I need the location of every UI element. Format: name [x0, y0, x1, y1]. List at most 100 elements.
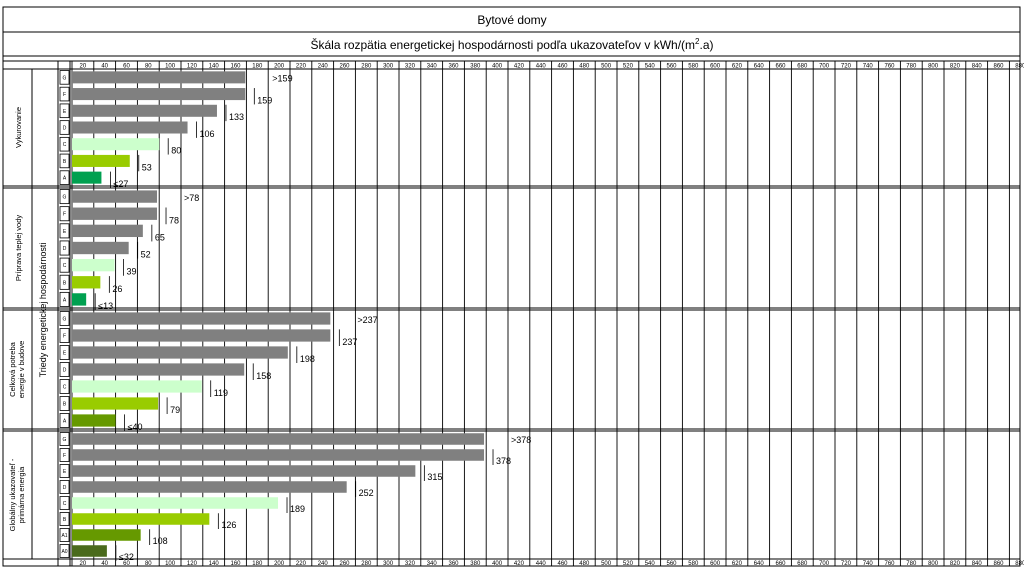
- x-tick-bottom-840: 840: [972, 561, 983, 567]
- class-letter-3-A0: A0: [61, 549, 67, 555]
- labels-layer: Vykurovanie G >159 F 159 E 133 D 106 C 80 B 53 A ≤27 Pr…: [8, 74, 531, 562]
- x-tick-bottom-440: 440: [536, 561, 547, 567]
- x-tick-bottom-640: 640: [754, 561, 765, 567]
- bar-0-E: [72, 104, 217, 117]
- x-tick-bottom-860: 860: [993, 561, 1004, 567]
- x-tick-bottom-100: 100: [165, 561, 176, 567]
- x-tick-top-840: 840: [972, 64, 983, 70]
- x-tick-top-460: 460: [557, 64, 568, 70]
- x-tick-top-80: 80: [145, 64, 152, 70]
- x-tick-top-60: 60: [123, 64, 130, 70]
- x-tick-bottom-520: 520: [623, 561, 634, 567]
- x-tick-bottom-600: 600: [710, 561, 721, 567]
- class-letter-3-C: C: [63, 501, 67, 507]
- x-tick-top-860: 860: [993, 64, 1004, 70]
- class-box-3-C: [59, 496, 70, 510]
- outer-border: [2, 6, 1021, 567]
- x-tick-bottom-620: 620: [732, 561, 743, 567]
- value-label-0-D: 106: [200, 129, 215, 139]
- class-letter-1-E: E: [63, 229, 67, 235]
- x-tick-bottom-160: 160: [230, 561, 241, 567]
- class-letter-1-F: F: [63, 212, 66, 218]
- class-box-1-G: [59, 189, 70, 205]
- class-box-0-E: [59, 103, 70, 119]
- class-letter-0-C: C: [63, 142, 67, 148]
- x-tick-top-880: 880: [1015, 64, 1024, 70]
- class-letter-2-D: D: [63, 368, 67, 374]
- section-label-3: Globálny ukazovateľ -primárna energia: [8, 458, 26, 531]
- chart-subtitle: Škála rozpätia energetickej hospodárnost…: [310, 37, 713, 52]
- x-tick-bottom-320: 320: [405, 561, 416, 567]
- x-tick-bottom-280: 280: [361, 561, 372, 567]
- x-tick-top-680: 680: [797, 64, 808, 70]
- value-label-2-D: 158: [256, 371, 271, 381]
- value-label-1-C: 39: [127, 267, 137, 277]
- chart-title: Bytové domy: [477, 13, 546, 27]
- class-box-1-C: [59, 257, 70, 273]
- subtitle-main: Škála rozpätia energetickej hospodárnost…: [310, 37, 695, 52]
- class-letter-3-F: F: [63, 453, 66, 459]
- x-tick-top-200: 200: [274, 64, 285, 70]
- x-tick-bottom-480: 480: [579, 561, 590, 567]
- class-box-3-A0: [59, 544, 70, 558]
- x-tick-bottom-740: 740: [863, 561, 874, 567]
- x-tick-bottom-580: 580: [688, 561, 699, 567]
- class-box-0-C: [59, 136, 70, 152]
- x-tick-bottom-220: 220: [296, 561, 307, 567]
- class-box-3-A1: [59, 528, 70, 542]
- x-tick-top-540: 540: [645, 64, 656, 70]
- class-letter-3-A1: A1: [61, 533, 67, 539]
- subtitle-superscript: 2: [695, 37, 700, 46]
- bar-3-F: [72, 449, 485, 461]
- value-label-3-E: 315: [427, 472, 442, 482]
- value-label-0-E: 133: [229, 112, 244, 122]
- class-box-2-A: [59, 413, 70, 428]
- class-box-3-F: [59, 448, 70, 462]
- bar-1-D: [72, 241, 129, 255]
- class-letter-3-G: G: [63, 437, 67, 443]
- value-label-2-F: 237: [342, 337, 357, 347]
- class-box-1-F: [59, 206, 70, 222]
- value-label-1-A: ≤13: [98, 301, 113, 311]
- value-label-3-B: 126: [221, 520, 236, 530]
- x-tick-top-560: 560: [666, 64, 677, 70]
- bar-2-F: [72, 329, 331, 342]
- bar-3-D: [72, 481, 347, 493]
- x-tick-top-340: 340: [427, 64, 438, 70]
- x-tick-top-120: 120: [187, 64, 198, 70]
- class-box-3-G: [59, 432, 70, 446]
- class-box-1-A: [59, 291, 70, 307]
- x-tick-bottom-60: 60: [123, 561, 130, 567]
- x-tick-top-600: 600: [710, 64, 721, 70]
- class-letter-2-A: A: [63, 419, 67, 425]
- x-tick-bottom-720: 720: [841, 561, 852, 567]
- class-letter-2-B: B: [63, 402, 67, 408]
- x-tick-bottom-240: 240: [318, 561, 329, 567]
- x-tick-top-100: 100: [165, 64, 176, 70]
- value-label-3-A0: ≤32: [119, 552, 134, 562]
- x-tick-bottom-140: 140: [209, 561, 220, 567]
- section-label-1: Príprava teplej vody: [14, 215, 23, 282]
- value-label-3-A1: 108: [153, 536, 168, 546]
- x-tick-top-620: 620: [732, 64, 743, 70]
- x-tick-top-640: 640: [754, 64, 765, 70]
- x-tick-top-240: 240: [318, 64, 329, 70]
- class-letter-2-E: E: [63, 351, 67, 357]
- x-tick-top-500: 500: [601, 64, 612, 70]
- class-letter-1-B: B: [63, 280, 67, 286]
- x-tick-bottom-400: 400: [492, 561, 503, 567]
- x-tick-top-380: 380: [470, 64, 481, 70]
- x-tick-bottom-200: 200: [274, 561, 285, 567]
- class-box-3-B: [59, 512, 70, 526]
- bar-0-G: [72, 71, 246, 84]
- x-tick-bottom-300: 300: [383, 561, 394, 567]
- value-label-2-B: 79: [170, 405, 180, 415]
- x-tick-top-420: 420: [514, 64, 525, 70]
- class-letter-0-D: D: [63, 126, 67, 132]
- bar-1-B: [72, 276, 101, 289]
- value-label-1-E: 65: [155, 232, 165, 242]
- chart-frame: [2, 6, 1021, 567]
- x-tick-top-800: 800: [928, 64, 939, 70]
- x-tick-top-780: 780: [906, 64, 917, 70]
